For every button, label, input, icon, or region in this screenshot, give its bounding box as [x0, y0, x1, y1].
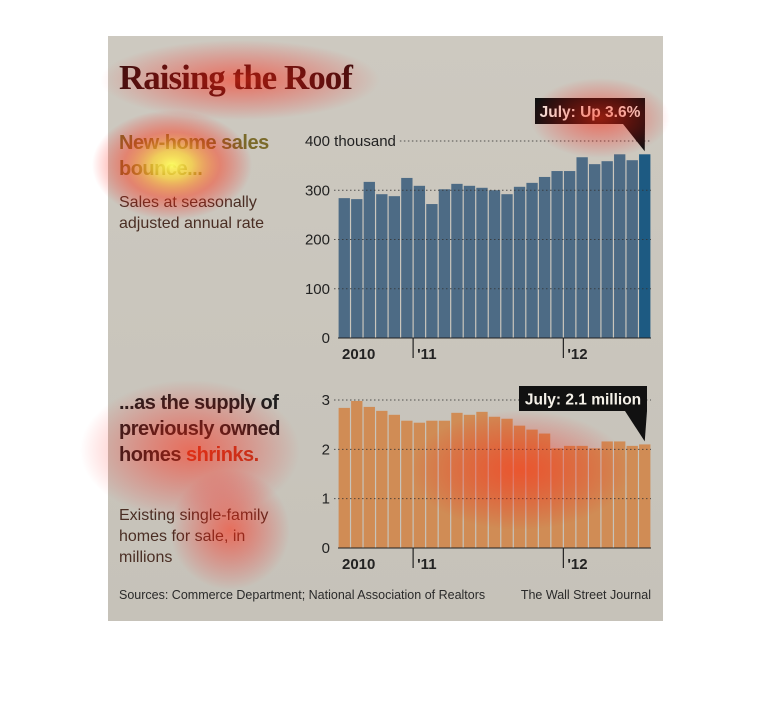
bar: [426, 204, 438, 338]
bar: [576, 157, 588, 338]
y-tick-label: 0: [322, 540, 330, 557]
bar: [488, 190, 501, 338]
bar: [338, 407, 350, 548]
x-tick-label: '12: [567, 556, 587, 573]
headline: New-home sales bounce...: [119, 132, 269, 180]
bar: [438, 189, 451, 338]
bar: [513, 186, 526, 338]
bar: [626, 445, 638, 548]
bar: [626, 160, 638, 338]
title: Raising the Roof: [119, 58, 353, 97]
x-tick-label: 2010: [342, 556, 375, 573]
bar: [501, 194, 513, 338]
credit: The Wall Street Journal: [520, 588, 651, 602]
x-tick-label: '12: [567, 346, 587, 363]
y-tick-label: 300: [305, 182, 330, 199]
bar: [376, 194, 388, 338]
bar: [551, 171, 563, 338]
bar: [501, 418, 513, 548]
y-tick-label: 1: [322, 491, 330, 508]
y-tick-label: 0: [322, 330, 330, 347]
bar: [601, 161, 613, 338]
bar: [551, 448, 563, 548]
bar: [426, 420, 438, 548]
sources: Sources: Commerce Department; National A…: [119, 588, 486, 602]
x-tick-label: 2010: [342, 346, 375, 363]
bar: [388, 196, 400, 338]
bar: [438, 420, 451, 548]
bar: [614, 441, 626, 548]
bar: [488, 416, 501, 548]
annotation: July: 2.1 million: [525, 392, 641, 409]
bar: [576, 445, 588, 548]
bar: [463, 414, 476, 548]
bar: [363, 181, 375, 338]
bar: [476, 411, 488, 548]
annotation-box: [519, 386, 647, 411]
bar: [363, 406, 375, 548]
y-tick-label: 200: [305, 232, 330, 249]
subtitle: Existing single-family homes for sale, i…: [119, 507, 269, 566]
y-tick-label: 400 thousand: [305, 133, 396, 150]
bar: [526, 429, 538, 548]
subtitle: Sales at seasonally adjusted annual rate: [119, 194, 264, 232]
bar: [463, 185, 476, 338]
bar: [388, 414, 400, 548]
x-tick-label: '11: [417, 346, 436, 363]
bar: [513, 425, 526, 548]
bar: [401, 420, 413, 548]
bar: [376, 410, 388, 548]
annotation: July: Up 3.6%: [540, 104, 641, 121]
bar: [526, 182, 538, 338]
bar: [476, 187, 488, 338]
bar: [589, 164, 601, 338]
bar: [451, 412, 463, 548]
bar: [538, 433, 551, 548]
annotation-pointer: [625, 411, 647, 442]
bar: [614, 154, 626, 338]
bar: [639, 154, 651, 338]
bar: [538, 176, 551, 338]
bar: [413, 422, 426, 548]
y-tick-label: 100: [305, 281, 330, 298]
bar: [639, 444, 651, 548]
bar: [401, 177, 413, 338]
bar: [601, 441, 613, 548]
y-tick-label: 2: [322, 441, 330, 458]
x-tick-label: '11: [417, 556, 436, 573]
bar: [413, 185, 426, 338]
bar: [351, 400, 363, 548]
headline-emphasis: shrinks.: [186, 444, 259, 466]
y-tick-label: 3: [322, 392, 330, 409]
bar: [338, 198, 350, 338]
headline: ...as the supply of previously owned hom…: [119, 390, 289, 468]
bar: [563, 171, 576, 338]
annotation-pointer: [623, 124, 645, 152]
bar: [351, 199, 363, 338]
bar: [451, 183, 463, 338]
bar: [563, 445, 576, 548]
